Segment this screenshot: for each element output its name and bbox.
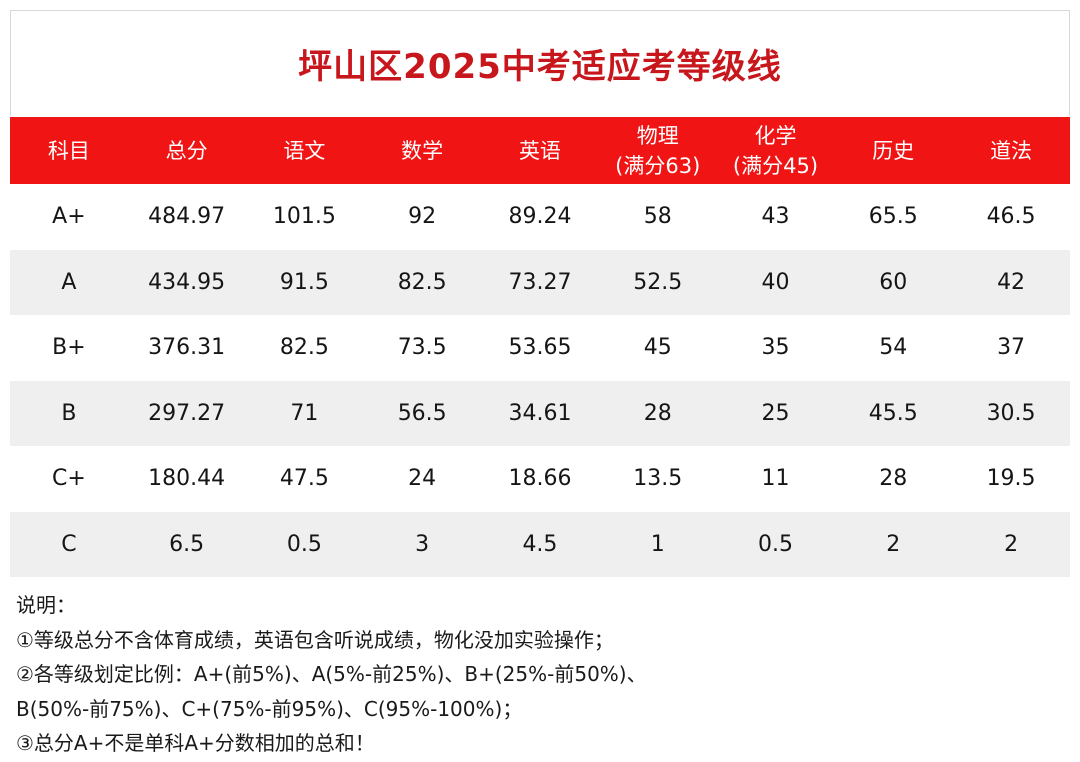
title-banner: 坪山区2025中考适应考等级线 <box>10 10 1070 116</box>
score-cell: 2 <box>1004 531 1019 557</box>
table-row: A 434.95 91.5 82.5 73.27 52.5 40 60 42 <box>10 249 1070 315</box>
score-cell: 0.5 <box>757 531 793 557</box>
table-row: C+ 180.44 47.5 24 18.66 13.5 11 28 19.5 <box>10 446 1070 512</box>
header-label: 语文 <box>283 138 326 163</box>
score-cell: 47.5 <box>279 466 329 492</box>
header-sublabel: (满分45) <box>732 153 819 178</box>
score-cell: 35 <box>761 335 790 361</box>
notes-section: 说明： ①等级总分不含体育成绩，英语包含听说成绩，物化没加实验操作； ②各等级划… <box>16 588 1066 761</box>
note-item: ①等级总分不含体育成绩，英语包含听说成绩，物化没加实验操作； <box>16 627 614 652</box>
score-cell: 11 <box>761 466 790 492</box>
header-total: 总分 <box>128 117 246 184</box>
score-cell: 28 <box>643 400 672 426</box>
score-cell: 297.27 <box>148 400 226 426</box>
score-cell: 82.5 <box>279 335 329 361</box>
header-label: 道法 <box>990 138 1033 163</box>
score-cell: 53.65 <box>508 335 572 361</box>
score-cell: 37 <box>997 335 1026 361</box>
score-cell: 54 <box>879 335 908 361</box>
header-english: 英语 <box>481 117 599 184</box>
score-cell: 92 <box>408 204 437 230</box>
grade-table: 科目 总分 语文 数学 英语 物理 (满分63) 化学 (满分45) <box>10 117 1070 577</box>
score-cell: 73.5 <box>397 335 447 361</box>
score-cell: 6.5 <box>169 531 205 557</box>
table-header-row: 科目 总分 语文 数学 英语 物理 (满分63) 化学 (满分45) <box>10 117 1070 184</box>
score-cell: 434.95 <box>148 269 226 295</box>
header-history: 历史 <box>834 117 952 184</box>
page-title: 坪山区2025中考适应考等级线 <box>298 47 782 87</box>
score-cell: 42 <box>997 269 1026 295</box>
header-label: 总分 <box>165 138 208 163</box>
header-physics: 物理 (满分63) <box>599 117 717 184</box>
note-item: ③总分A+不是单科A+分数相加的总和！ <box>16 731 375 755</box>
score-cell: 73.27 <box>508 269 572 295</box>
score-cell: 18.66 <box>508 466 572 492</box>
header-label: 历史 <box>872 138 915 163</box>
header-sublabel: (满分63) <box>615 153 701 178</box>
score-cell: 19.5 <box>986 466 1036 492</box>
header-subject: 科目 <box>10 117 128 184</box>
score-cell: 484.97 <box>148 204 226 230</box>
header-chemistry: 化学 (满分45) <box>717 117 835 184</box>
header-math: 数学 <box>363 117 481 184</box>
score-cell: 4.5 <box>522 531 558 557</box>
score-cell: 25 <box>761 400 790 426</box>
header-label: 物理 <box>636 123 679 148</box>
score-cell: 56.5 <box>397 400 447 426</box>
score-cell: 24 <box>408 466 437 492</box>
score-cell: 89.24 <box>508 204 572 230</box>
score-cell: 60 <box>879 269 908 295</box>
notes-heading: 说明： <box>16 593 76 617</box>
score-cell: 40 <box>761 269 790 295</box>
header-label: 科目 <box>47 138 90 163</box>
header-label: 数学 <box>401 138 444 163</box>
score-cell: 43 <box>761 204 790 230</box>
header-label: 化学 <box>754 123 797 148</box>
grade-cell: A+ <box>52 204 86 230</box>
score-cell: 45.5 <box>868 400 918 426</box>
score-cell: 58 <box>643 204 672 230</box>
score-cell: 34.61 <box>508 400 572 426</box>
score-cell: 30.5 <box>986 400 1036 426</box>
note-item: B(50%-前75%)、C+(75%-前95%)、C(95%-100%)； <box>16 696 523 721</box>
header-chinese: 语文 <box>246 117 364 184</box>
score-cell: 52.5 <box>633 269 683 295</box>
score-cell: 1 <box>650 531 665 557</box>
score-cell: 46.5 <box>986 204 1036 230</box>
score-cell: 2 <box>886 531 901 557</box>
score-cell: 28 <box>879 466 908 492</box>
score-cell: 376.31 <box>148 335 226 361</box>
grade-cell: C <box>61 531 77 557</box>
score-cell: 91.5 <box>279 269 329 295</box>
table-row: B 297.27 71 56.5 34.61 28 25 45.5 30.5 <box>10 380 1070 446</box>
score-cell: 82.5 <box>397 269 447 295</box>
note-item: ②各等级划定比例：A+(前5%)、A(5%-前25%)、B+(25%-前50%)… <box>16 662 647 686</box>
table-row: C 6.5 0.5 3 4.5 1 0.5 2 2 <box>10 511 1070 577</box>
score-cell: 71 <box>290 400 319 426</box>
header-label: 英语 <box>518 138 561 163</box>
grade-cell: B <box>61 400 77 426</box>
grade-cell: A <box>61 269 77 295</box>
grade-cell: C+ <box>51 466 86 492</box>
score-cell: 13.5 <box>633 466 683 492</box>
grade-cell: B+ <box>52 335 86 361</box>
score-cell: 101.5 <box>272 204 336 230</box>
score-cell: 3 <box>415 531 430 557</box>
score-cell: 0.5 <box>286 531 322 557</box>
header-morality-law: 道法 <box>952 117 1070 184</box>
score-cell: 180.44 <box>148 466 226 492</box>
table-row: A+ 484.97 101.5 92 89.24 58 43 65.5 46.5 <box>10 184 1070 250</box>
table-row: B+ 376.31 82.5 73.5 53.65 45 35 54 37 <box>10 315 1070 381</box>
score-cell: 45 <box>643 335 672 361</box>
score-cell: 65.5 <box>868 204 918 230</box>
